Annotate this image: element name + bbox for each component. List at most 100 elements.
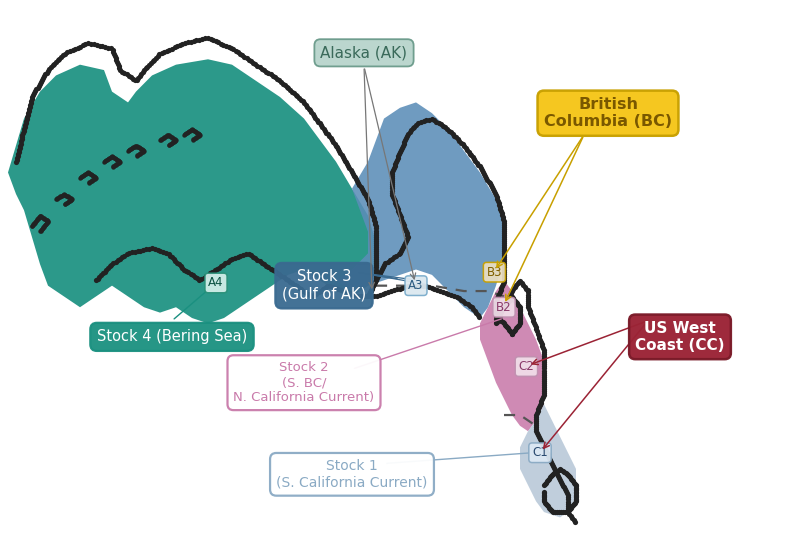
Point — [191, 132, 204, 141]
Point — [258, 66, 270, 74]
Point — [490, 298, 502, 306]
Point — [402, 130, 415, 139]
Point — [494, 203, 506, 211]
Point — [174, 262, 187, 271]
Point — [83, 169, 96, 178]
Point — [358, 190, 371, 199]
Point — [561, 469, 574, 478]
Point — [77, 41, 90, 50]
Point — [303, 291, 316, 299]
Point — [513, 277, 526, 286]
Point — [186, 125, 198, 134]
Point — [122, 147, 134, 155]
Point — [538, 366, 550, 375]
Point — [477, 168, 490, 176]
Point — [127, 143, 140, 151]
Point — [84, 177, 97, 186]
Point — [391, 205, 404, 213]
Point — [562, 503, 574, 512]
Point — [467, 305, 480, 314]
Point — [138, 66, 150, 74]
Point — [105, 153, 118, 161]
Point — [386, 190, 398, 199]
Point — [78, 170, 91, 179]
Point — [74, 174, 86, 182]
Point — [18, 123, 31, 132]
Point — [502, 298, 514, 307]
Point — [484, 181, 497, 190]
Point — [406, 124, 419, 133]
Point — [87, 40, 100, 49]
Point — [397, 221, 410, 230]
Point — [32, 213, 45, 222]
Point — [462, 300, 474, 309]
Point — [563, 506, 576, 514]
Point — [26, 91, 39, 100]
Point — [131, 151, 144, 160]
Point — [530, 411, 542, 419]
Point — [368, 279, 381, 288]
Point — [122, 146, 135, 155]
Point — [204, 269, 217, 278]
Point — [134, 70, 147, 78]
Point — [98, 157, 110, 166]
Point — [189, 273, 202, 281]
Point — [142, 60, 155, 69]
Point — [56, 191, 69, 199]
Point — [196, 34, 209, 43]
Point — [376, 290, 389, 299]
Point — [401, 235, 414, 244]
Text: C2: C2 — [518, 360, 534, 373]
Point — [561, 508, 574, 516]
Point — [312, 117, 325, 126]
Point — [182, 268, 194, 277]
Point — [386, 174, 398, 182]
Point — [126, 144, 138, 153]
Point — [240, 250, 253, 258]
Point — [417, 281, 430, 290]
Point — [479, 171, 492, 180]
Point — [368, 280, 381, 288]
Point — [430, 117, 442, 126]
Point — [334, 286, 347, 294]
Point — [492, 292, 505, 300]
Point — [565, 474, 578, 483]
Point — [499, 300, 512, 309]
Point — [450, 133, 462, 142]
Point — [262, 68, 274, 77]
Point — [112, 62, 125, 71]
Point — [75, 172, 88, 181]
Point — [531, 406, 544, 415]
Point — [496, 279, 509, 288]
Point — [246, 252, 259, 261]
Point — [314, 121, 327, 129]
Point — [161, 131, 174, 140]
Point — [330, 141, 342, 150]
Point — [298, 99, 311, 107]
Point — [231, 252, 244, 261]
Point — [193, 131, 206, 140]
Point — [530, 429, 543, 438]
Point — [130, 141, 142, 150]
Point — [363, 289, 376, 298]
Point — [538, 443, 550, 451]
Point — [185, 126, 198, 134]
Point — [58, 190, 71, 199]
Point — [392, 206, 405, 215]
Text: B3: B3 — [486, 266, 502, 279]
Point — [186, 135, 199, 144]
Point — [566, 502, 578, 510]
Text: B2: B2 — [496, 301, 512, 314]
Point — [318, 284, 331, 292]
Point — [165, 133, 178, 141]
Point — [538, 489, 550, 497]
Point — [29, 218, 42, 227]
Point — [78, 171, 90, 179]
Point — [374, 266, 387, 275]
Point — [59, 191, 72, 199]
Point — [558, 485, 571, 494]
Point — [344, 165, 357, 174]
Point — [528, 321, 541, 330]
Point — [411, 119, 424, 128]
Point — [288, 280, 301, 289]
